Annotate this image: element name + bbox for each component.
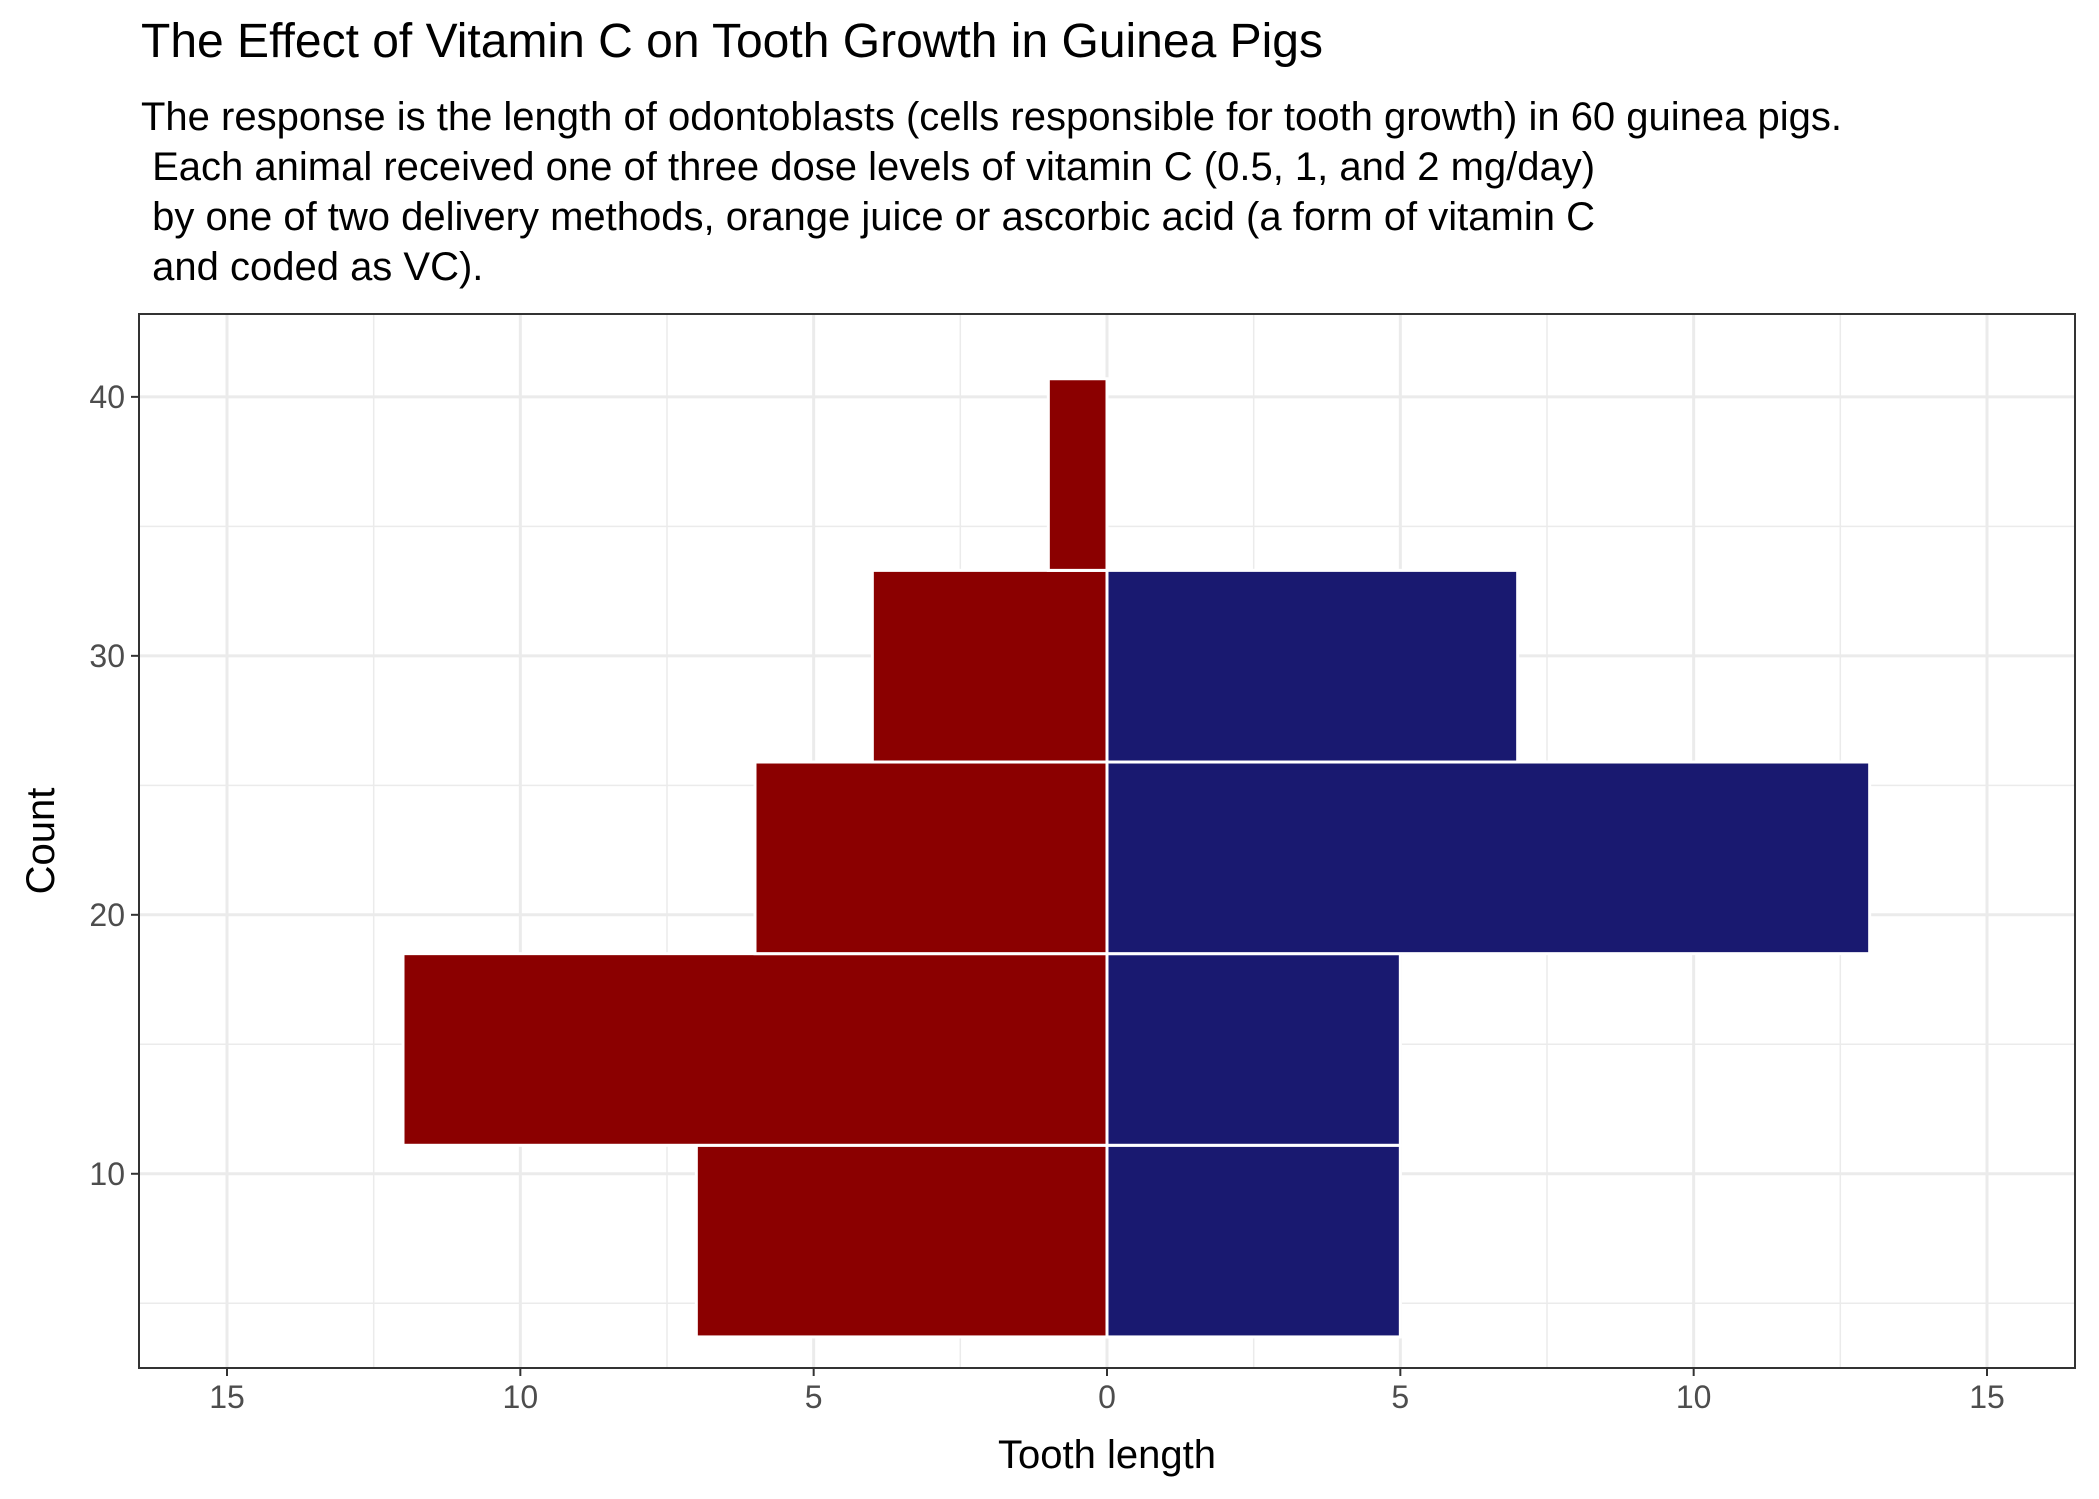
bar-right — [1105, 568, 1520, 764]
bar-left — [401, 952, 1109, 1147]
x-tick-label: 5 — [805, 1379, 823, 1415]
x-tick-label: 15 — [209, 1379, 245, 1415]
y-tick-label: 40 — [89, 379, 125, 415]
bar-left — [1046, 377, 1109, 572]
y-axis-title: Count — [19, 788, 63, 895]
y-tick-label: 20 — [89, 897, 125, 933]
x-tick-label: 5 — [1391, 1379, 1409, 1415]
bar-left — [753, 760, 1109, 956]
chart-title: The Effect of Vitamin C on Tooth Growth … — [141, 15, 1323, 68]
bar-left — [694, 1143, 1109, 1339]
chart-subtitle: The response is the length of odontoblas… — [141, 95, 1843, 289]
y-tick-label: 30 — [89, 638, 125, 674]
bar-left — [870, 568, 1109, 764]
x-tick-label: 10 — [1676, 1379, 1712, 1415]
x-tick-label: 10 — [503, 1379, 539, 1415]
x-axis-title: Tooth length — [998, 1433, 1216, 1477]
bar-right — [1105, 952, 1402, 1147]
bar-right — [1105, 760, 1872, 956]
y-tick-label: 10 — [89, 1156, 125, 1192]
x-tick-label: 15 — [1969, 1379, 2005, 1415]
x-tick-label: 0 — [1098, 1379, 1116, 1415]
bar-right — [1105, 1143, 1402, 1339]
bars — [401, 377, 1872, 1339]
axis-ticks: 15 10 5 0 5 10 15 10 20 30 40 — [89, 379, 2004, 1415]
